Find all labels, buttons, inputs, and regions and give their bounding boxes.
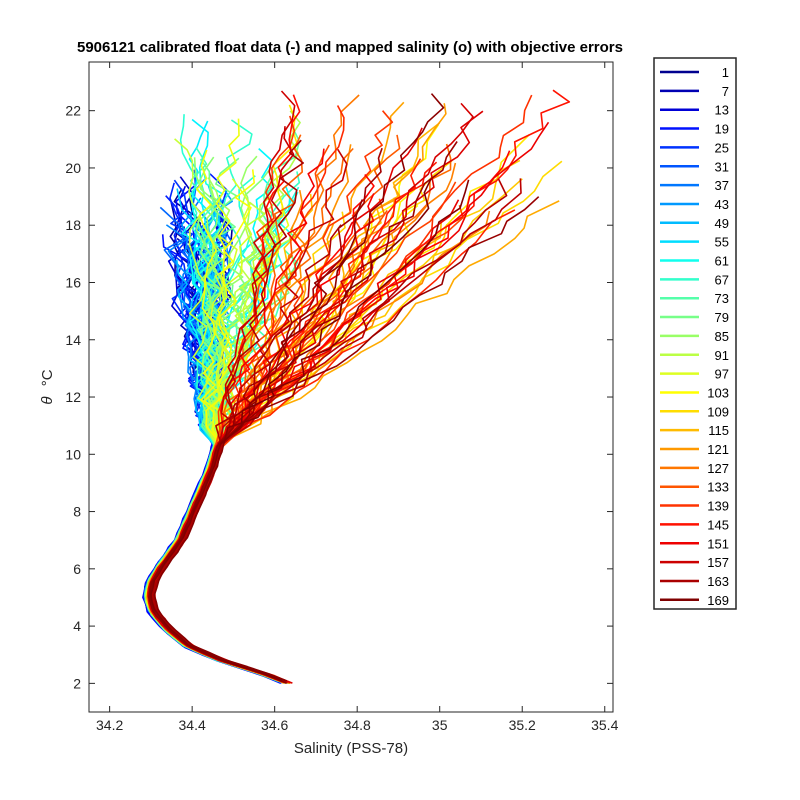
legend-item: 97 [660, 367, 729, 382]
y-tick-label: 4 [73, 618, 81, 634]
legend-label: 73 [715, 291, 729, 306]
legend-item: 31 [660, 159, 729, 174]
legend-label: 67 [715, 272, 729, 287]
y-axis-label: θ °C [39, 369, 56, 404]
y-axis-label-symbol: θ [39, 396, 56, 404]
legend-item: 1 [660, 65, 729, 80]
legend-label: 31 [715, 159, 729, 174]
legend-label: 37 [715, 178, 729, 193]
legend-label: 139 [707, 499, 729, 514]
x-tick-label: 35.4 [591, 717, 618, 733]
legend-item: 19 [660, 122, 729, 137]
legend-label: 121 [707, 442, 729, 457]
y-tick-label: 22 [65, 103, 81, 119]
y-axis: 2 4 6 8 10 12 14 16 18 20 22 [65, 103, 613, 691]
legend-item: 73 [660, 291, 729, 306]
legend-item: 43 [660, 197, 729, 212]
legend-item: 121 [660, 442, 729, 457]
legend-item: 151 [660, 536, 729, 551]
legend-item: 91 [660, 348, 729, 363]
y-tick-label: 8 [73, 504, 81, 520]
legend-item: 103 [660, 385, 729, 400]
legend-label: 127 [707, 461, 729, 476]
legend-label: 25 [715, 140, 729, 155]
y-axis-label-unit: °C [39, 369, 56, 386]
legend-label: 151 [707, 536, 729, 551]
profile-line [150, 178, 432, 682]
x-axis: 34.2 34.4 34.6 34.8 35 35.2 35.4 [96, 62, 619, 733]
legend-item: 61 [660, 254, 729, 269]
legend-label: 1 [722, 65, 729, 80]
legend: 1 7 13 19 25 31 37 43 49 55 61 67 73 79 85 91 97 103 109 11… [653, 57, 737, 610]
legend-label: 55 [715, 235, 729, 250]
series-layer [142, 89, 571, 685]
legend-label: 103 [707, 385, 729, 400]
profile-line [153, 179, 470, 682]
legend-item: 145 [660, 517, 729, 532]
x-tick-label: 35 [432, 717, 448, 733]
legend-item: 49 [660, 216, 729, 231]
legend-item: 25 [660, 140, 729, 155]
legend-label: 49 [715, 216, 729, 231]
legend-box [653, 57, 737, 610]
y-tick-label: 10 [65, 446, 81, 462]
legend-label: 13 [715, 103, 729, 118]
axes-box [88, 61, 614, 713]
legend-item: 85 [660, 329, 729, 344]
x-tick-label: 35.2 [509, 717, 536, 733]
legend-label: 169 [707, 593, 729, 608]
legend-label: 109 [707, 404, 729, 419]
legend-label: 43 [715, 197, 729, 212]
legend-label: 91 [715, 348, 729, 363]
svg-text:θ °C: θ °C [39, 369, 56, 404]
legend-item: 169 [660, 593, 729, 608]
legend-label: 157 [707, 555, 729, 570]
legend-item: 67 [660, 272, 729, 287]
legend-item: 55 [660, 235, 729, 250]
x-tick-label: 34.6 [261, 717, 288, 733]
y-tick-label: 12 [65, 389, 81, 405]
legend-label: 7 [722, 84, 729, 99]
legend-item: 157 [660, 555, 729, 570]
legend-label: 61 [715, 254, 729, 269]
y-tick-label: 2 [73, 675, 81, 691]
legend-label: 163 [707, 574, 729, 589]
y-tick-label: 6 [73, 561, 81, 577]
x-tick-label: 34.4 [179, 717, 206, 733]
axes-background [89, 62, 613, 712]
legend-item: 13 [660, 103, 729, 118]
legend-item: 109 [660, 404, 729, 419]
y-tick-label: 20 [65, 160, 81, 176]
legend-item: 79 [660, 310, 729, 325]
y-tick-label: 14 [65, 332, 81, 348]
legend-label: 85 [715, 329, 729, 344]
legend-label: 79 [715, 310, 729, 325]
legend-label: 145 [707, 517, 729, 532]
chart-title: 5906121 calibrated float data (-) and ma… [77, 39, 623, 56]
legend-label: 19 [715, 122, 729, 137]
legend-label: 115 [708, 423, 729, 438]
legend-label: 97 [715, 367, 729, 382]
y-tick-label: 18 [65, 217, 81, 233]
plot-area: 34.2 34.4 34.6 34.8 35 35.2 35.4 2 4 6 8 10 12 14 16 1… [65, 61, 619, 733]
legend-item: 163 [660, 574, 729, 589]
legend-label: 133 [707, 480, 729, 495]
legend-item: 127 [660, 461, 729, 476]
profile-line [147, 127, 423, 683]
y-tick-label: 16 [65, 274, 81, 290]
legend-item: 115 [660, 423, 729, 438]
legend-item: 37 [660, 178, 729, 193]
x-axis-label: Salinity (PSS-78) [294, 740, 408, 757]
x-tick-label: 34.2 [96, 717, 123, 733]
legend-item: 7 [660, 84, 729, 99]
profile-line [149, 93, 445, 681]
legend-item: 139 [660, 499, 729, 514]
legend-item: 133 [660, 480, 729, 495]
x-tick-label: 34.8 [344, 717, 371, 733]
